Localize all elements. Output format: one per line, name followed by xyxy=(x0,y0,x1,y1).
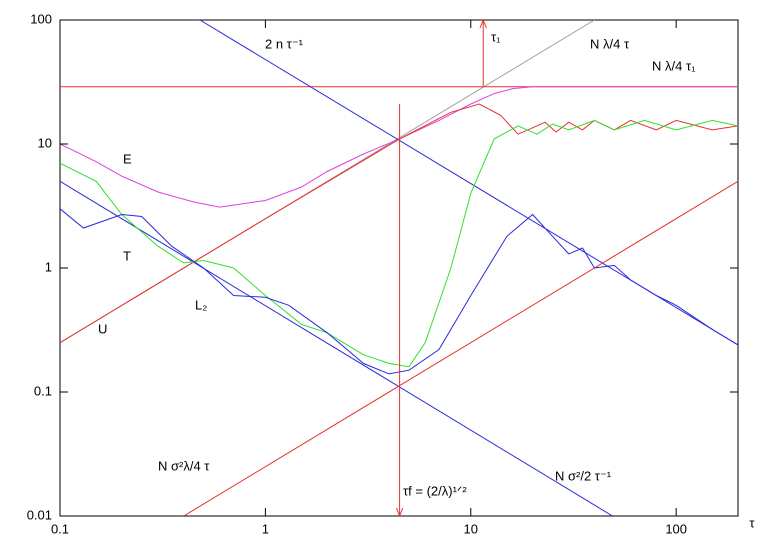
y-tick-label: 10 xyxy=(38,135,52,150)
plot-frame xyxy=(59,19,739,517)
annotation: E xyxy=(123,151,132,166)
y-tick-label: 0.01 xyxy=(27,507,52,522)
x-tick-label: 100 xyxy=(665,521,687,536)
annotation: τ₁ xyxy=(491,29,501,44)
line-series xyxy=(60,180,613,516)
annotation: N λ/4 τ xyxy=(590,36,630,51)
annotation: T xyxy=(123,248,131,263)
annotation: N σ²λ/4 τ xyxy=(158,458,210,473)
annotation: 2 n τ⁻¹ xyxy=(265,36,304,51)
annotation: N λ/4 τ₁ xyxy=(652,58,696,73)
plot-area xyxy=(60,20,738,516)
annotation: N σ²/2 τ⁻¹ xyxy=(555,468,612,483)
annotation: L₂ xyxy=(195,297,207,312)
line-series xyxy=(60,103,738,344)
line-series xyxy=(183,180,738,516)
y-tick-label: 1 xyxy=(45,259,52,274)
line-series xyxy=(60,208,738,375)
annotation: τf = (2/λ)¹ᐟ² xyxy=(403,483,467,498)
x-tick-label: 1 xyxy=(262,521,269,536)
y-tick-label: 100 xyxy=(30,11,52,26)
x-axis-label: τ xyxy=(749,515,755,530)
line-series xyxy=(60,86,738,208)
y-tick-label: 0.1 xyxy=(34,383,52,398)
x-tick-label: 0.1 xyxy=(51,521,69,536)
annotation: U xyxy=(98,321,107,336)
x-tick-label: 10 xyxy=(464,521,478,536)
line-series xyxy=(60,119,738,368)
